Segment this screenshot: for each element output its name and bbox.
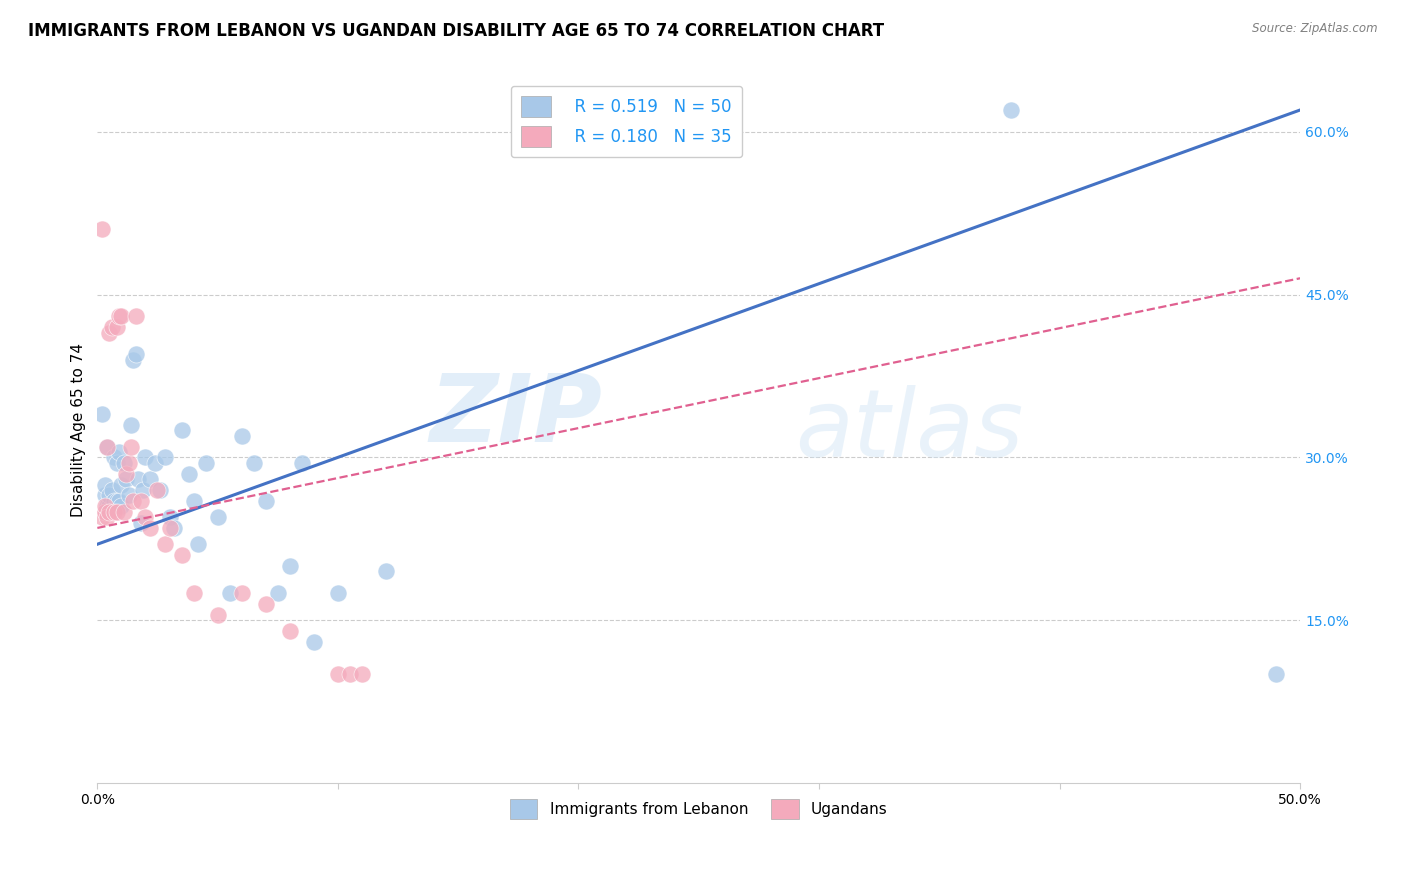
Point: [143, 456, 166, 470]
Point: [278, 558, 301, 573]
Point: [120, 440, 142, 454]
Point: [105, 505, 128, 519]
Point: [93, 488, 115, 502]
Point: [134, 510, 156, 524]
Point: [153, 450, 176, 465]
Point: [132, 483, 155, 497]
Point: [231, 586, 253, 600]
Point: [339, 667, 361, 681]
Point: [146, 483, 169, 497]
Point: [120, 417, 142, 432]
Point: [105, 493, 128, 508]
Point: [103, 505, 125, 519]
Point: [122, 493, 145, 508]
Point: [291, 456, 314, 470]
Point: [159, 510, 181, 524]
Text: atlas: atlas: [794, 384, 1024, 475]
Point: [110, 310, 132, 324]
Point: [278, 624, 301, 638]
Point: [98, 505, 121, 519]
Point: [242, 456, 264, 470]
Point: [183, 586, 205, 600]
Point: [103, 450, 125, 465]
Point: [110, 500, 132, 514]
Point: [93, 477, 115, 491]
Point: [91, 222, 114, 236]
Point: [127, 472, 149, 486]
Text: ZIP: ZIP: [430, 370, 603, 462]
Point: [101, 483, 124, 497]
Point: [187, 537, 209, 551]
Point: [91, 510, 114, 524]
Point: [112, 456, 135, 470]
Point: [134, 450, 156, 465]
Point: [103, 493, 125, 508]
Legend: Immigrants from Lebanon, Ugandans: Immigrants from Lebanon, Ugandans: [503, 793, 894, 825]
Point: [170, 423, 193, 437]
Point: [91, 407, 114, 421]
Text: Source: ZipAtlas.com: Source: ZipAtlas.com: [1253, 22, 1378, 36]
Point: [207, 607, 229, 622]
Point: [326, 667, 349, 681]
Text: IMMIGRANTS FROM LEBANON VS UGANDAN DISABILITY AGE 65 TO 74 CORRELATION CHART: IMMIGRANTS FROM LEBANON VS UGANDAN DISAB…: [28, 22, 884, 40]
Point: [125, 310, 148, 324]
Point: [98, 326, 121, 340]
Point: [112, 505, 135, 519]
Point: [105, 456, 128, 470]
Point: [1000, 103, 1022, 117]
Point: [326, 586, 349, 600]
Point: [129, 516, 152, 530]
Point: [117, 488, 139, 502]
Point: [122, 352, 145, 367]
Point: [96, 510, 118, 524]
Point: [207, 510, 229, 524]
Y-axis label: Disability Age 65 to 74: Disability Age 65 to 74: [72, 343, 86, 517]
Point: [117, 456, 139, 470]
Point: [129, 493, 152, 508]
Point: [149, 483, 172, 497]
Point: [115, 472, 138, 486]
Point: [163, 521, 186, 535]
Point: [218, 586, 240, 600]
Point: [93, 500, 115, 514]
Point: [153, 537, 176, 551]
Point: [254, 597, 277, 611]
Point: [159, 521, 181, 535]
Point: [170, 548, 193, 562]
Point: [96, 500, 118, 514]
Point: [267, 586, 290, 600]
Point: [105, 320, 128, 334]
Point: [194, 456, 217, 470]
Point: [139, 472, 162, 486]
Point: [375, 565, 398, 579]
Point: [177, 467, 200, 481]
Point: [98, 500, 121, 514]
Point: [254, 493, 277, 508]
Point: [96, 440, 118, 454]
Point: [125, 347, 148, 361]
Point: [1265, 667, 1288, 681]
Point: [183, 493, 205, 508]
Point: [98, 488, 121, 502]
Point: [93, 505, 115, 519]
Point: [108, 445, 131, 459]
Point: [302, 635, 325, 649]
Point: [115, 467, 138, 481]
Point: [110, 477, 132, 491]
Point: [96, 440, 118, 454]
Point: [139, 521, 162, 535]
Point: [108, 310, 131, 324]
Point: [101, 320, 124, 334]
Point: [350, 667, 373, 681]
Point: [231, 428, 253, 442]
Point: [108, 493, 131, 508]
